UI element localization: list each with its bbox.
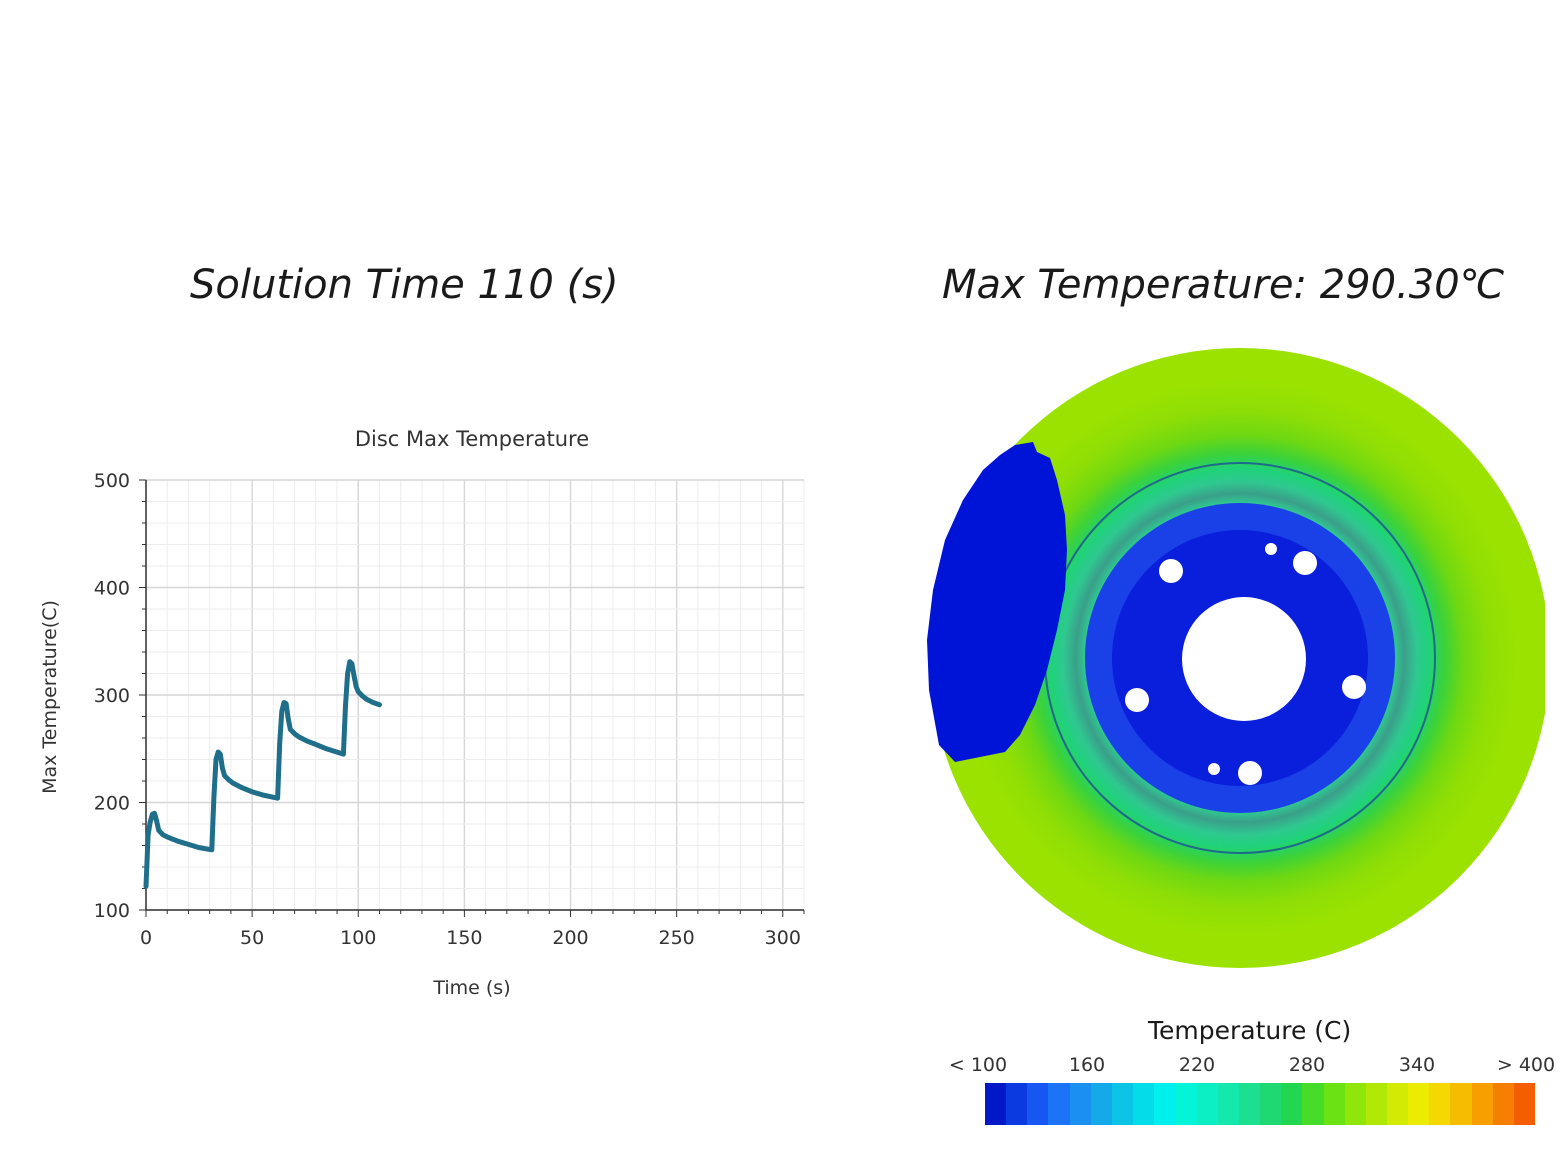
colorbar-segment	[1344, 1083, 1366, 1125]
colorbar-segment	[1196, 1083, 1218, 1125]
chart-grid	[145, 479, 805, 911]
colorbar-segment	[1281, 1083, 1303, 1125]
y-tick-label: 300	[94, 685, 130, 707]
legend-tick-label: > 400	[1496, 1054, 1556, 1076]
disc-max-temperature-chart: Disc Max Temperature 0 50 100 150 200 250 300 1…	[39, 427, 805, 999]
colorbar-segment	[1175, 1083, 1197, 1125]
colorbar-segment	[1111, 1083, 1134, 1125]
bolt-hole	[1238, 761, 1262, 785]
temperature-colorbar	[985, 1083, 1536, 1125]
series-line	[143, 659, 382, 889]
brake-disc-contour	[927, 348, 1545, 968]
colorbar-segment	[1090, 1083, 1112, 1125]
solution-time-title: Solution Time 110 (s)	[190, 262, 619, 308]
y-axis-label: Max Temperature(C)	[39, 600, 61, 794]
colorbar-segment	[1408, 1083, 1430, 1125]
colorbar-segment	[1133, 1083, 1155, 1125]
legend-tick-label: 280	[1288, 1054, 1326, 1076]
colorbar-segment	[1386, 1083, 1409, 1125]
y-tick-label: 100	[94, 900, 130, 922]
legend-title: Temperature (C)	[1148, 1016, 1352, 1045]
y-tick-label: 400	[94, 578, 130, 600]
colorbar-segment	[1513, 1083, 1536, 1125]
x-axis-label: Time (s)	[432, 977, 510, 999]
legend-tick-label: 160	[1068, 1054, 1106, 1076]
center-bore	[1182, 597, 1306, 721]
bolt-hole	[1342, 675, 1366, 699]
colorbar-segment	[1471, 1083, 1493, 1125]
chart-axes	[139, 479, 805, 917]
colorbar-segment	[1154, 1083, 1176, 1125]
x-tick-label: 50	[240, 927, 264, 949]
colorbar-segment	[1429, 1083, 1451, 1125]
chart-title: Disc Max Temperature	[355, 427, 589, 451]
bolt-hole	[1293, 551, 1317, 575]
colorbar-segment	[1027, 1083, 1049, 1125]
pin-hole	[1265, 543, 1277, 555]
legend-tick-label: < 100	[948, 1054, 1008, 1076]
x-tick-label: 300	[765, 927, 801, 949]
max-temperature-title: Max Temperature: 290.30℃	[942, 262, 1505, 308]
x-tick-label: 200	[552, 927, 588, 949]
x-tick-label: 100	[340, 927, 376, 949]
colorbar-segment	[1217, 1083, 1239, 1125]
bolt-hole	[1159, 559, 1183, 583]
x-tick-label: 0	[140, 927, 152, 949]
colorbar-segment	[985, 1083, 1007, 1125]
colorbar-segment	[1238, 1083, 1261, 1125]
colorbar-segment	[1365, 1083, 1387, 1125]
pin-hole	[1208, 763, 1220, 775]
colorbar-segment	[1260, 1083, 1282, 1125]
legend-tick-label: 340	[1398, 1054, 1436, 1076]
y-tick-label: 500	[94, 470, 130, 492]
colorbar-segment	[1048, 1083, 1070, 1125]
colorbar-segment	[1069, 1083, 1091, 1125]
colorbar-segment	[1006, 1083, 1028, 1125]
bolt-hole	[1125, 688, 1149, 712]
colorbar-segment	[1450, 1083, 1472, 1125]
colorbar-segment	[1323, 1083, 1345, 1125]
x-tick-label: 250	[659, 927, 695, 949]
chart-tick-labels: 0 50 100 150 200 250 300 100 200 300 400 500	[94, 470, 801, 949]
colorbar-segment	[1302, 1083, 1324, 1125]
y-tick-label: 200	[94, 793, 130, 815]
colorbar-segment	[1492, 1083, 1514, 1125]
brake-pad	[927, 442, 1067, 762]
x-tick-label: 150	[446, 927, 482, 949]
legend-tick-label: 220	[1178, 1054, 1216, 1076]
